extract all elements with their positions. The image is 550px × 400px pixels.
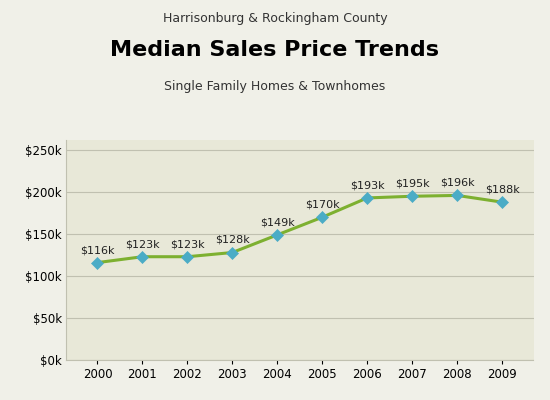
- Text: $193k: $193k: [350, 180, 384, 190]
- Text: Median Sales Price Trends: Median Sales Price Trends: [111, 40, 439, 60]
- Text: $170k: $170k: [305, 200, 339, 210]
- Text: $123k: $123k: [125, 239, 160, 249]
- Text: $128k: $128k: [215, 235, 250, 245]
- Text: $195k: $195k: [395, 179, 430, 189]
- Text: $123k: $123k: [170, 239, 205, 249]
- Text: Harrisonburg & Rockingham County: Harrisonburg & Rockingham County: [163, 12, 387, 25]
- Text: $196k: $196k: [440, 178, 475, 188]
- Text: $116k: $116k: [80, 245, 115, 255]
- Text: $149k: $149k: [260, 217, 295, 227]
- Text: $188k: $188k: [485, 184, 519, 194]
- Text: Single Family Homes & Townhomes: Single Family Homes & Townhomes: [164, 80, 386, 93]
